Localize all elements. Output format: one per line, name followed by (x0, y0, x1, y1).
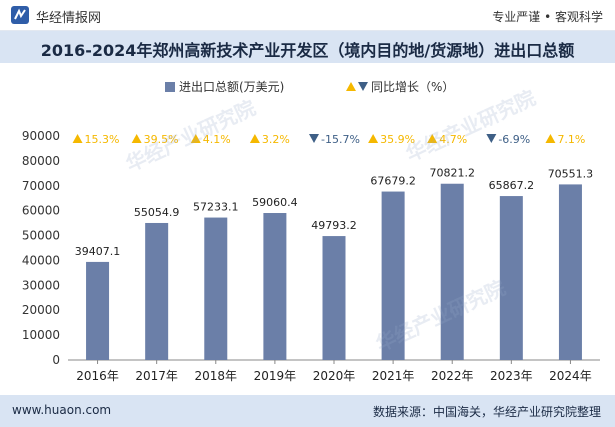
bar-value-label: 70551.3 (548, 167, 594, 180)
footer-bar: www.huaon.com 数据来源：中国海关，华经产业研究院整理 (0, 395, 615, 427)
brand-name: 华经情报网 (36, 11, 102, 26)
bar-value-label: 59060.4 (252, 196, 298, 209)
y-tick-label: 0 (52, 353, 60, 367)
growth-label: 7.1% (557, 133, 585, 146)
bar (263, 213, 287, 360)
y-tick-label: 90000 (22, 129, 60, 143)
growth-label: 35.9% (380, 133, 415, 146)
bar-value-label: 67679.2 (370, 175, 416, 188)
chart-title: 2016-2024年郑州高新技术产业开发区（境内目的地/货源地）进出口总额 (40, 41, 575, 60)
legend-down-triangle-icon (358, 82, 368, 91)
growth-label: 15.3% (85, 133, 120, 146)
growth-up-triangle-icon (427, 134, 438, 143)
bar (322, 236, 346, 360)
bar (204, 217, 228, 360)
bar (499, 196, 523, 360)
bar (440, 183, 464, 360)
x-tick-label: 2023年 (490, 369, 533, 383)
x-tick-label: 2018年 (195, 369, 238, 383)
growth-label: 4.7% (439, 133, 467, 146)
growth-up-triangle-icon (249, 134, 260, 143)
bar-value-label: 57233.1 (193, 201, 239, 214)
y-tick-label: 60000 (22, 204, 60, 218)
x-tick-label: 2017年 (135, 369, 178, 383)
y-tick-label: 80000 (22, 154, 60, 168)
bar-chart: 进出口总额(万美元) 同比增长（%） 0 10000 20000 30000 40000 50… (22, 80, 600, 383)
legend-label-bar: 进出口总额(万美元) (179, 80, 284, 94)
growth-up-triangle-icon (190, 134, 201, 143)
x-tick-label: 2022年 (431, 369, 474, 383)
growth-up-triangle-icon (545, 134, 556, 143)
top-bar: 华经情报网 专业严谨 • 客观科学 (0, 0, 615, 31)
x-tick-label: 2020年 (313, 369, 356, 383)
bar-value-label: 39407.1 (75, 245, 121, 258)
y-tick-label: 40000 (22, 253, 60, 267)
x-tick-label: 2024年 (549, 369, 592, 383)
bar-value-label: 49793.2 (311, 219, 357, 232)
growth-label: 39.5% (144, 133, 179, 146)
legend-swatch-bar (165, 82, 175, 92)
x-tick-label: 2019年 (254, 369, 297, 383)
bar (86, 261, 110, 360)
y-tick-label: 10000 (22, 328, 60, 342)
x-tick-label: 2016年 (76, 369, 119, 383)
bar-value-label: 55054.9 (134, 206, 180, 219)
growth-label: 3.2% (262, 133, 290, 146)
title-bar: 2016-2024年郑州高新技术产业开发区（境内目的地/货源地）进出口总额 (0, 31, 615, 63)
data-source: 数据来源：中国海关，华经产业研究院整理 (372, 405, 601, 419)
growth-down-triangle-icon (486, 134, 497, 143)
y-tick-label: 20000 (22, 303, 60, 317)
bar (381, 191, 405, 360)
site-url[interactable]: www.huaon.com (12, 403, 112, 417)
growth-up-triangle-icon (72, 134, 83, 143)
growth-up-triangle-icon (131, 134, 142, 143)
huajing-logo-icon (11, 6, 29, 24)
growth-label: 4.1% (203, 133, 231, 146)
growth-label: -6.9% (498, 133, 530, 146)
y-tick-label: 30000 (22, 278, 60, 292)
bar-value-label: 65867.2 (489, 179, 535, 192)
y-tick-label: 50000 (22, 229, 60, 243)
legend-up-triangle-icon (346, 82, 356, 91)
x-tick-label: 2021年 (372, 369, 415, 383)
bar-value-label: 70821.2 (429, 167, 475, 180)
y-tick-label: 70000 (22, 179, 60, 193)
growth-label: -15.7% (321, 133, 360, 146)
tagline: 专业严谨 • 客观科学 (492, 10, 603, 24)
growth-down-triangle-icon (309, 134, 319, 143)
bar (145, 222, 169, 360)
growth-up-triangle-icon (368, 134, 379, 143)
bar (558, 184, 582, 360)
legend-label-growth: 同比增长（%） (371, 80, 454, 94)
